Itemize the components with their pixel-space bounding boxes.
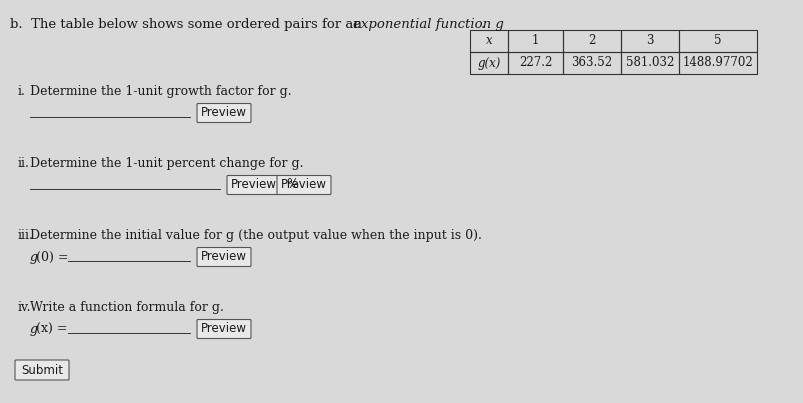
Text: i.: i. bbox=[18, 85, 26, 98]
Text: Write a function formula for g.: Write a function formula for g. bbox=[30, 301, 223, 314]
Text: Preview: Preview bbox=[201, 251, 247, 264]
FancyBboxPatch shape bbox=[277, 175, 331, 195]
Text: Determine the initial value for g (the output value when the input is 0).: Determine the initial value for g (the o… bbox=[30, 229, 481, 242]
Text: Preview: Preview bbox=[201, 106, 247, 120]
Text: (x) =: (x) = bbox=[36, 322, 67, 336]
Text: 581.032: 581.032 bbox=[625, 56, 674, 69]
Text: Determine the 1-unit growth factor for g.: Determine the 1-unit growth factor for g… bbox=[30, 85, 291, 98]
Text: Preview: Preview bbox=[230, 179, 277, 191]
Text: 3: 3 bbox=[646, 35, 653, 48]
Text: 363.52: 363.52 bbox=[571, 56, 612, 69]
FancyBboxPatch shape bbox=[197, 104, 251, 123]
Text: 1488.97702: 1488.97702 bbox=[682, 56, 752, 69]
Text: iv.: iv. bbox=[18, 301, 31, 314]
Text: Submit: Submit bbox=[21, 364, 63, 376]
Bar bbox=[507, 30, 562, 52]
Text: b.  The table below shows some ordered pairs for an: b. The table below shows some ordered pa… bbox=[10, 18, 365, 31]
Text: ii.: ii. bbox=[18, 157, 30, 170]
Bar bbox=[620, 30, 679, 52]
Text: Determine the 1-unit percent change for g.: Determine the 1-unit percent change for … bbox=[30, 157, 303, 170]
Text: 2: 2 bbox=[588, 35, 595, 48]
Text: g(x): g(x) bbox=[477, 56, 500, 69]
Text: g: g bbox=[30, 322, 38, 336]
Text: g: g bbox=[30, 251, 38, 264]
FancyBboxPatch shape bbox=[197, 320, 251, 339]
Text: x: x bbox=[485, 35, 491, 48]
Bar bbox=[562, 30, 620, 52]
Bar bbox=[470, 52, 507, 74]
Text: 5: 5 bbox=[713, 35, 721, 48]
Text: Preview: Preview bbox=[281, 179, 327, 191]
FancyBboxPatch shape bbox=[197, 247, 251, 266]
Bar bbox=[507, 52, 562, 74]
Text: Preview: Preview bbox=[201, 322, 247, 336]
Bar bbox=[679, 30, 756, 52]
Text: exponential function g: exponential function g bbox=[353, 18, 503, 31]
Text: (0) =: (0) = bbox=[36, 251, 68, 264]
Bar bbox=[470, 30, 507, 52]
Text: iii.: iii. bbox=[18, 229, 34, 242]
FancyBboxPatch shape bbox=[226, 175, 281, 195]
Text: %: % bbox=[286, 179, 298, 191]
Bar bbox=[562, 52, 620, 74]
Text: .: . bbox=[480, 18, 485, 31]
Text: 227.2: 227.2 bbox=[518, 56, 552, 69]
Text: 1: 1 bbox=[531, 35, 539, 48]
Bar bbox=[679, 52, 756, 74]
Bar bbox=[620, 52, 679, 74]
FancyBboxPatch shape bbox=[15, 360, 69, 380]
